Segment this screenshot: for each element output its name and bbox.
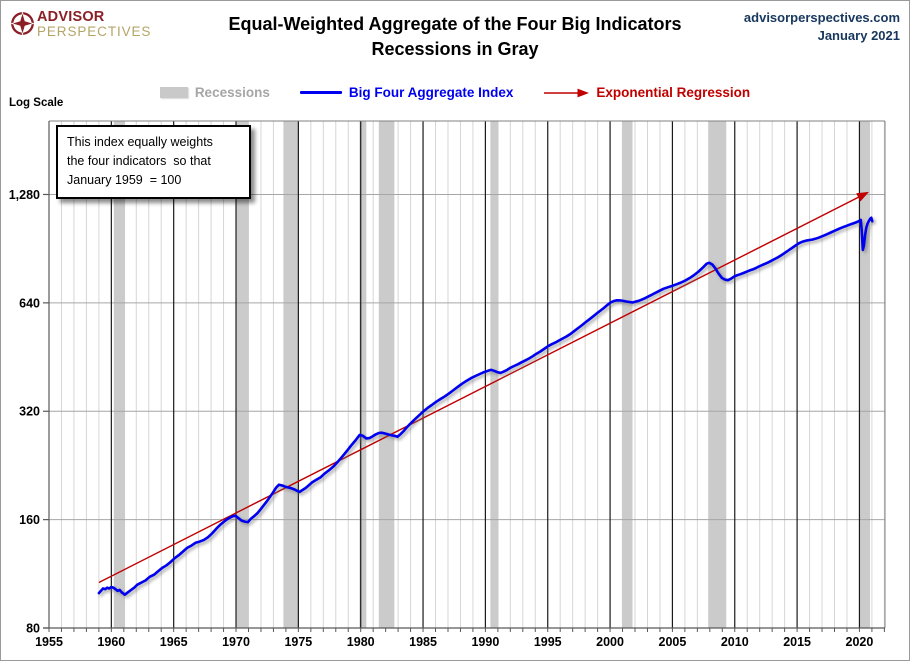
chart-title: Equal-Weighted Aggregate of the Four Big… <box>228 14 682 34</box>
x-axis-labels: 1955 1960 1965 1970 1975 1980 1985 1990 1995 2000… <box>35 635 873 649</box>
x-tick-label: 2015 <box>783 635 811 649</box>
red-arrow-icon <box>544 88 590 97</box>
source-date: January 2021 <box>817 28 900 43</box>
legend: Recessions Big Four Aggregate Index Expo… <box>1 85 909 100</box>
chart-subtitle: Recessions in Gray <box>371 39 539 59</box>
recession-band <box>378 121 395 628</box>
recession-band <box>113 121 126 628</box>
legend-recessions-label: Recessions <box>194 85 270 100</box>
regression-arrowhead-icon <box>856 191 869 202</box>
annotation-box: This index equally weights the four indic… <box>56 125 251 199</box>
recession-band <box>236 121 249 628</box>
recession-band <box>359 121 367 628</box>
x-tick-label: 1980 <box>347 635 375 649</box>
recession-band <box>708 121 727 628</box>
legend-aggregate-label: Big Four Aggregate Index <box>348 85 514 100</box>
legend-item-aggregate: Big Four Aggregate Index <box>299 85 514 100</box>
recession-bands <box>113 121 871 628</box>
y-tick-label: 1,280 <box>9 188 40 202</box>
y-tick-label: 640 <box>19 296 40 310</box>
annotation-line: January 1959 = 100 <box>67 173 182 187</box>
x-tick-label: 1970 <box>222 635 250 649</box>
x-tick-label: 1985 <box>409 635 437 649</box>
aggregate-series <box>97 216 874 596</box>
compass-icon <box>10 11 35 36</box>
x-tick-label: 1990 <box>471 635 499 649</box>
y-tick-label: 160 <box>19 513 40 527</box>
legend-regression-label: Exponential Regression <box>596 85 751 100</box>
log-scale-label: Log Scale <box>9 97 64 109</box>
major-gridlines <box>110 121 861 628</box>
logo-perspectives-text: PERSPECTIVES <box>37 23 152 39</box>
x-tick-label: 2000 <box>596 635 624 649</box>
source-site: advisorperspectives.com <box>743 10 900 25</box>
chart-title-block: Equal-Weighted Aggregate of the Four Big… <box>121 12 789 62</box>
legend-item-recessions: Recessions <box>159 85 270 100</box>
recession-band <box>859 121 871 628</box>
regression-line <box>98 191 869 584</box>
recession-band <box>621 121 633 628</box>
annotation-line: the four indicators so that <box>67 154 211 168</box>
x-tick-label: 1965 <box>160 635 188 649</box>
logo-advisor-text: ADVISOR <box>37 9 105 25</box>
x-tick-label: 2020 <box>846 635 874 649</box>
y-tick-label: 80 <box>26 622 40 636</box>
blue-line-swatch-icon <box>299 90 342 95</box>
legend-item-regression: Exponential Regression <box>543 85 750 100</box>
x-tick-label: 1955 <box>35 635 63 649</box>
recession-band <box>283 121 299 628</box>
x-tick-label: 1960 <box>97 635 125 649</box>
x-tick-label: 1995 <box>534 635 562 649</box>
y-axis-labels: 80 160 320 640 1,280 <box>9 188 40 636</box>
source-block: advisorperspectives.com January 2021 <box>744 9 900 45</box>
aggregate-index-line <box>97 216 874 596</box>
x-tick-label: 2010 <box>721 635 749 649</box>
y-tick-label: 320 <box>19 405 40 419</box>
recession-swatch-icon <box>159 87 188 98</box>
annotation-line: This index equally weights <box>67 135 213 149</box>
axes <box>43 120 886 632</box>
x-tick-label: 1975 <box>284 635 312 649</box>
recession-band <box>490 121 499 628</box>
x-tick-label: 2005 <box>659 635 687 649</box>
advisor-perspectives-logo: ADVISOR PERSPECTIVES <box>10 10 151 38</box>
